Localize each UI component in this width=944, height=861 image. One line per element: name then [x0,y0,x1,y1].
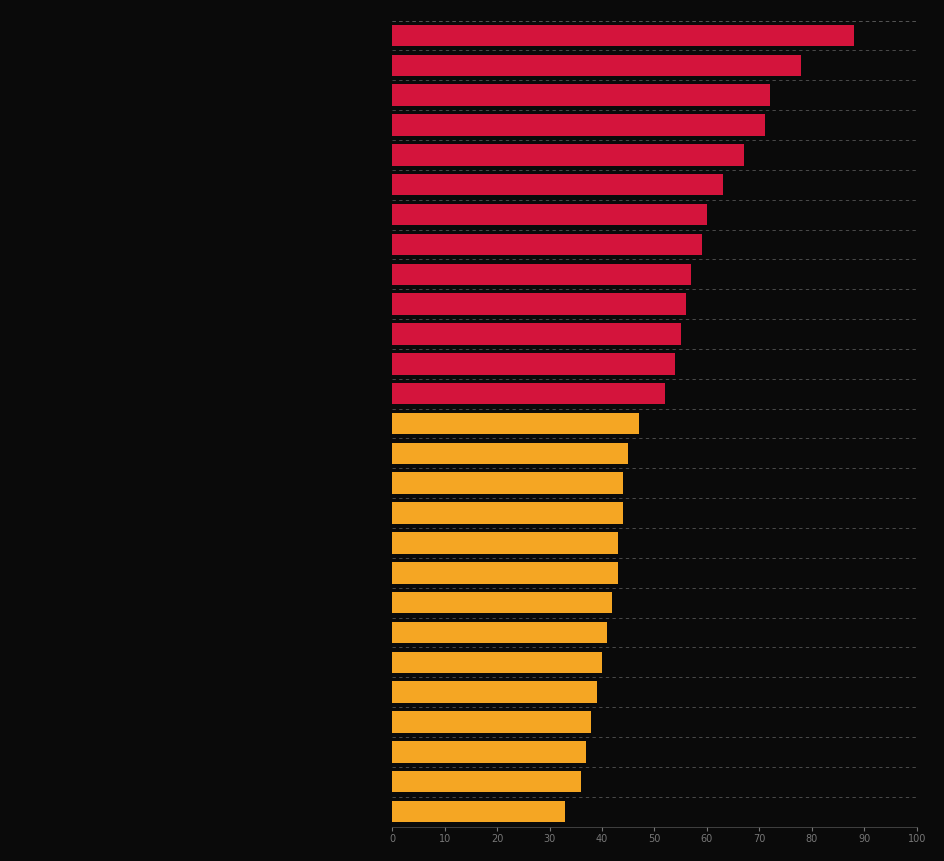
Bar [392,294,685,315]
Bar [392,652,601,673]
Bar [392,801,565,822]
Bar [392,473,622,494]
Bar [392,741,585,763]
Bar [392,443,628,465]
Bar [392,205,706,226]
Bar [392,354,675,375]
Bar [392,413,638,435]
Bar [392,622,607,643]
Bar [392,264,690,286]
Bar [392,55,801,77]
Bar [392,383,665,405]
Bar [392,682,596,703]
Bar [392,26,852,47]
Bar [392,771,581,793]
Bar [392,503,622,524]
Bar [392,711,591,733]
Bar [392,145,743,166]
Bar [392,562,617,584]
Bar [392,592,612,614]
Bar [392,175,722,196]
Bar [392,85,769,107]
Bar [392,533,617,554]
Bar [392,234,700,256]
Bar [392,115,764,137]
Bar [392,324,680,345]
